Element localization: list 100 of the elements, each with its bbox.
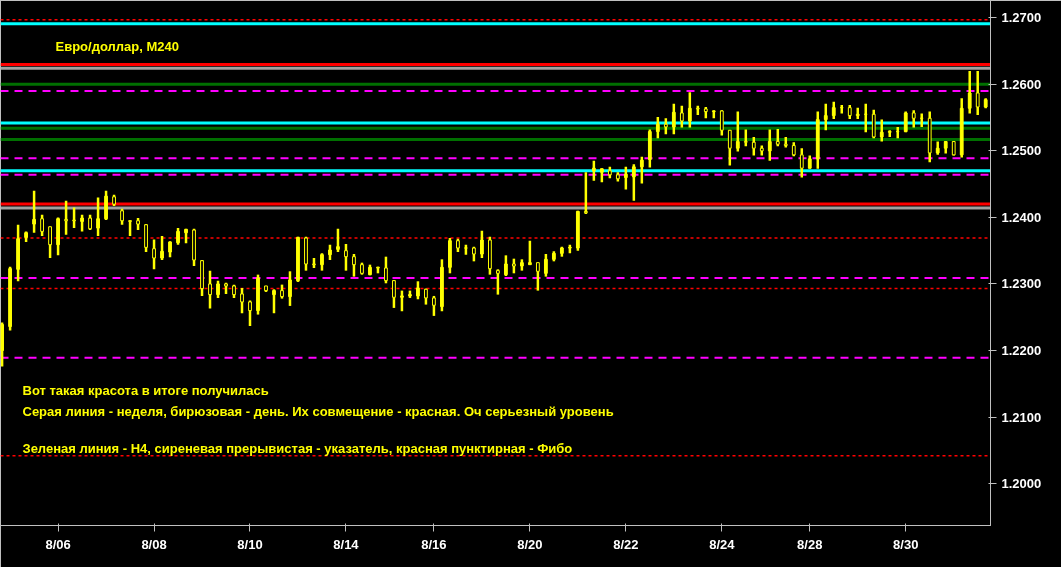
candlestick [80,213,84,233]
annotation: Вот такая красота в итоге получилась [22,382,269,398]
candlestick [352,252,356,278]
candlestick [368,263,372,277]
candlestick [312,256,316,270]
candlestick [727,129,732,167]
candlestick [272,288,276,315]
candlestick [72,206,76,230]
x-tick-label: 8/14 [333,536,360,552]
candlestick [799,146,804,179]
candlestick [200,258,204,298]
candlestick [224,281,228,296]
candlestick [751,135,756,157]
candlestick [735,110,740,153]
candlestick [40,213,44,238]
candlestick [591,159,596,183]
y-tick-label: 1.2600 [1001,76,1042,92]
y-tick-label: 1.2000 [1001,476,1042,492]
candlestick [152,238,156,271]
candlestick [216,279,220,300]
candlestick [32,189,36,234]
candlestick [288,270,292,308]
y-tick-label: 1.2200 [1001,343,1042,358]
x-tick-label: 8/06 [45,536,71,552]
candlestick [767,128,772,163]
annotation: Зеленая линия - H4, сиреневая прерывистая - указатель, красная пунктирная - Фибо [22,440,573,456]
candlestick [671,102,676,136]
candlestick [56,216,60,257]
candlestick [639,155,644,185]
candlestick [975,69,980,117]
candlestick [551,250,556,263]
candlestick [304,235,308,272]
candlestick [416,280,420,301]
candlestick [504,254,508,278]
candlestick [160,234,164,262]
candlestick [136,216,140,232]
candlestick [376,265,380,275]
candlestick [48,225,52,260]
x-tick-label: 8/08 [141,536,167,552]
candlestick [64,199,68,236]
candlestick [432,294,436,318]
y-tick-label: 1.2300 [1001,276,1042,292]
x-tick-label: 8/16 [421,536,447,552]
candlestick [296,235,300,284]
candlestick [583,170,588,216]
candlestick [320,252,324,272]
candlestick [24,230,28,244]
candlestick [88,213,92,232]
x-tick-label: 8/24 [709,536,736,552]
candlestick [384,255,388,285]
x-tick-label: 8/30 [893,536,919,552]
candlestick [208,269,212,310]
candlestick [719,109,724,137]
candlestick [336,227,340,254]
x-tick-label: 8/10 [237,536,263,552]
candlestick [400,289,404,313]
candlestick [527,239,532,266]
candlestick [448,236,452,275]
candlestick [112,193,116,208]
x-tick-label: 8/20 [517,536,543,552]
candlestick [128,218,132,238]
x-tick-label: 8/22 [613,536,639,552]
candlestick [823,102,828,132]
y-tick-label: 1.2400 [1001,209,1042,225]
candlestick [8,265,12,332]
candlestick [280,283,284,300]
y-tick-label: 1.2100 [1001,409,1042,425]
candlestick [535,261,540,292]
candlestick [424,287,428,306]
candlestick [496,268,500,296]
candlestick [408,289,412,300]
candlestick [488,235,492,276]
candlestick [456,237,460,254]
y-tick-label: 1.2700 [1001,10,1042,26]
annotation: Серая линия - неделя, бирюзовая - день. Их совмещение - красная. Оч серьезный уровень [22,403,614,419]
candlestick [240,286,244,315]
candlestick [168,240,172,259]
candlestick [360,261,364,276]
candlestick [440,258,444,313]
candlestick [176,226,180,246]
candlestick [679,104,684,129]
candlestick [192,227,196,268]
candlestick [879,118,884,143]
candlestick [256,273,260,316]
y-tick-label: 1.2500 [1001,143,1042,159]
text: Евро/доллар, M240 [55,38,179,54]
candlestick [248,299,252,328]
candlestick [519,258,524,272]
candlestick [511,257,516,275]
candlestick [631,162,636,203]
candlestick [16,223,20,283]
candlestick [96,196,100,238]
candlestick [871,108,876,140]
candlestick [472,245,476,263]
candlestick [480,229,484,260]
candlestick [655,115,660,140]
candlestick [232,283,236,300]
candlestick [328,243,332,262]
candlestick [184,227,188,245]
candlestick [120,207,124,226]
